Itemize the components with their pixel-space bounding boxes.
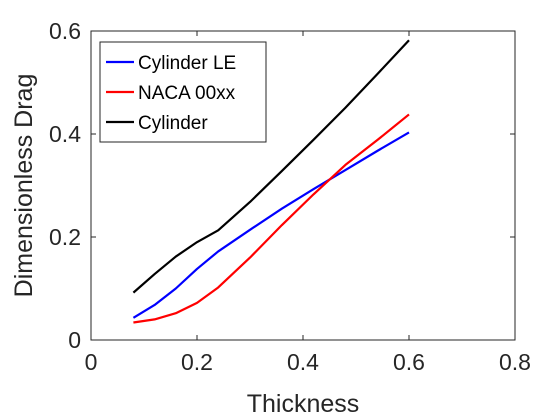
x-axis-title: Thickness — [247, 390, 360, 418]
x-tick-label: 0 — [85, 349, 98, 375]
legend-label-2: NACA 00xx — [138, 83, 236, 104]
x-tick-label: 0.8 — [499, 349, 531, 375]
legend-label-1: Cylinder LE — [138, 53, 236, 74]
x-tick-label: 0.6 — [393, 349, 425, 375]
x-tick-label: 0.2 — [181, 349, 213, 375]
series-line-1 — [132, 131, 410, 319]
x-tick-label: 0.4 — [287, 349, 319, 375]
tick-labels-layer: 0 0.2 0.4 0.6 0.8 0 0.2 0.4 0.6 — [49, 18, 531, 375]
series-line-3 — [132, 39, 410, 294]
y-tick-label: 0.2 — [49, 224, 81, 250]
series-line-2 — [133, 113, 410, 324]
plot-frame — [90, 30, 516, 341]
y-axis-title: Dimensionless Drag — [10, 74, 38, 298]
y-tick-label: 0 — [68, 327, 81, 353]
legend: Cylinder LE NACA 00xx Cylinder — [99, 41, 267, 143]
series-layer — [132, 39, 410, 324]
y-tick-label: 0.6 — [49, 18, 81, 44]
legend-label-3: Cylinder — [138, 113, 208, 134]
y-tick-label: 0.4 — [49, 121, 81, 147]
